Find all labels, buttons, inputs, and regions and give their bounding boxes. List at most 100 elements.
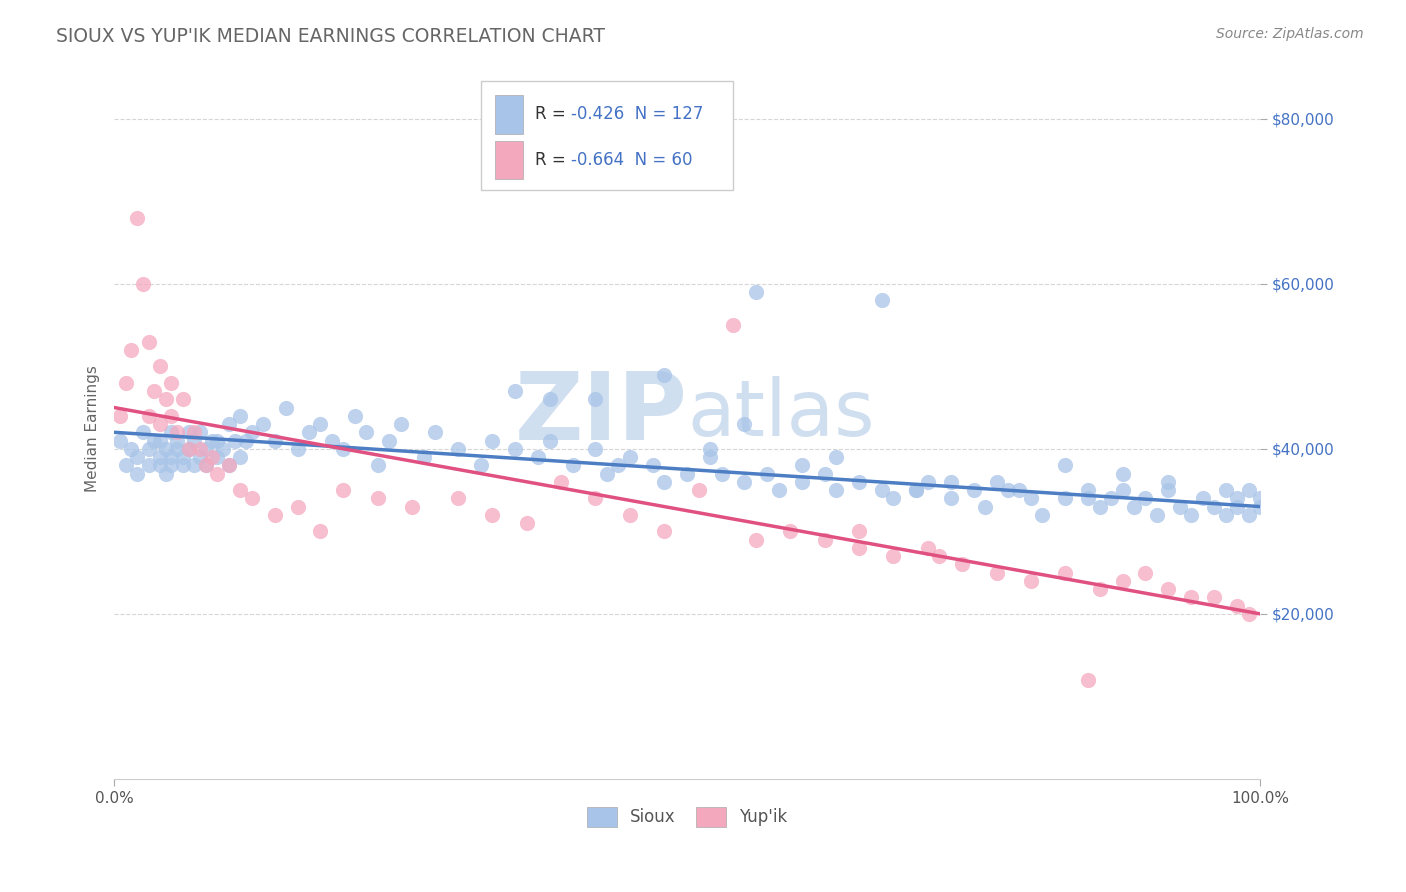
Point — [1226, 599, 1249, 613]
Point — [825, 483, 848, 497]
Point — [790, 458, 813, 473]
Point — [194, 442, 217, 456]
Point — [218, 458, 240, 473]
Point — [1111, 467, 1133, 481]
Point — [149, 434, 172, 448]
Point — [114, 376, 136, 390]
Point — [652, 524, 675, 539]
Point — [1168, 500, 1191, 514]
Point — [343, 409, 366, 423]
Point — [1054, 491, 1077, 506]
Text: atlas: atlas — [688, 376, 875, 452]
Point — [503, 384, 526, 398]
Point — [1077, 491, 1099, 506]
Point — [721, 318, 744, 332]
Point — [641, 458, 664, 473]
Point — [321, 434, 343, 448]
Point — [229, 483, 252, 497]
Point — [939, 491, 962, 506]
Point — [240, 491, 263, 506]
Point — [120, 442, 142, 456]
Point — [235, 434, 257, 448]
Point — [149, 359, 172, 374]
Point — [172, 450, 194, 464]
Point — [825, 450, 848, 464]
Point — [160, 450, 183, 464]
Point — [516, 516, 538, 530]
Point — [1135, 491, 1157, 506]
FancyBboxPatch shape — [495, 141, 523, 179]
Point — [676, 467, 699, 481]
Point — [389, 417, 412, 431]
Point — [607, 458, 630, 473]
Point — [1123, 500, 1146, 514]
Point — [870, 293, 893, 308]
Point — [1226, 500, 1249, 514]
Point — [870, 483, 893, 497]
Text: R =: R = — [534, 152, 571, 169]
Point — [986, 566, 1008, 580]
Point — [108, 434, 131, 448]
Point — [298, 425, 321, 440]
Point — [1180, 508, 1202, 522]
Point — [917, 475, 939, 489]
Point — [207, 467, 229, 481]
Point — [401, 500, 423, 514]
Point — [1204, 591, 1226, 605]
Point — [188, 425, 211, 440]
Point — [132, 425, 155, 440]
Point — [950, 558, 973, 572]
Point — [585, 442, 607, 456]
Point — [367, 491, 389, 506]
Point — [149, 458, 172, 473]
Point — [229, 450, 252, 464]
Point — [1180, 591, 1202, 605]
Point — [274, 401, 297, 415]
Point — [986, 475, 1008, 489]
Point — [138, 442, 160, 456]
Text: -0.426  N = 127: -0.426 N = 127 — [571, 105, 704, 123]
Y-axis label: Median Earnings: Median Earnings — [86, 365, 100, 491]
Point — [1215, 483, 1237, 497]
Point — [120, 343, 142, 357]
Point — [848, 541, 870, 555]
Point — [1099, 491, 1122, 506]
Point — [188, 442, 211, 456]
Point — [332, 483, 354, 497]
Point — [1019, 491, 1042, 506]
Point — [183, 425, 205, 440]
Point — [1088, 500, 1111, 514]
Point — [356, 425, 378, 440]
Point — [218, 417, 240, 431]
Point — [309, 524, 332, 539]
Point — [200, 450, 222, 464]
Point — [160, 458, 183, 473]
Point — [207, 434, 229, 448]
Point — [155, 442, 177, 456]
Point — [155, 467, 177, 481]
Point — [1249, 491, 1271, 506]
Point — [252, 417, 274, 431]
Point — [172, 392, 194, 407]
Point — [447, 442, 470, 456]
Point — [882, 549, 904, 563]
Point — [263, 434, 285, 448]
Point — [367, 458, 389, 473]
Point — [127, 450, 149, 464]
Point — [1157, 483, 1180, 497]
Point — [1054, 566, 1077, 580]
Point — [172, 458, 194, 473]
Point — [309, 417, 332, 431]
Point — [155, 392, 177, 407]
Point — [550, 475, 572, 489]
Point — [224, 434, 246, 448]
Point — [538, 392, 561, 407]
Legend: Sioux, Yup'ik: Sioux, Yup'ik — [581, 800, 794, 834]
Point — [538, 434, 561, 448]
FancyBboxPatch shape — [495, 95, 523, 134]
Point — [149, 417, 172, 431]
Point — [143, 434, 166, 448]
Point — [699, 442, 721, 456]
Point — [194, 458, 217, 473]
Point — [160, 425, 183, 440]
